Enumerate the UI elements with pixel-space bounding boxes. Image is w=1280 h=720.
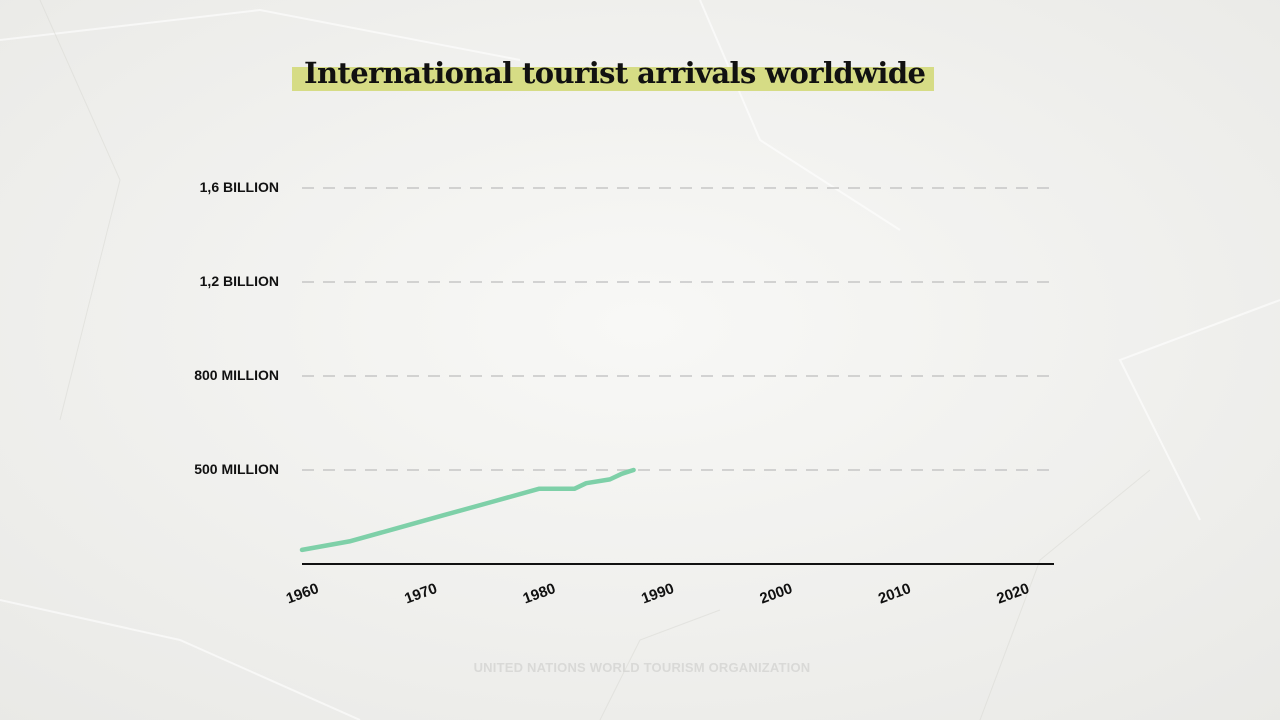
- chart-title: International tourist arrivals worldwide: [304, 56, 926, 90]
- y-tick-label-2: 1,2 BILLION: [200, 273, 279, 289]
- x-axis-labels: 1960 1970 1980 1990 2000 2010 2020: [284, 580, 1032, 607]
- y-tick-label-1: 800 MILLION: [194, 367, 279, 383]
- x-tick-label-2010: 2010: [876, 580, 913, 607]
- y-tick-label-3: 1,6 BILLION: [200, 179, 279, 195]
- y-axis-labels: 500 MILLION 800 MILLION 1,2 BILLION 1,6 BIL…: [194, 179, 279, 477]
- title-highlight: [292, 67, 934, 91]
- x-tick-label-2020: 2020: [994, 580, 1031, 607]
- x-tick-label-1960: 1960: [284, 580, 321, 607]
- x-tick-label-2000: 2000: [758, 580, 795, 607]
- x-tick-label-1970: 1970: [402, 580, 439, 607]
- y-tick-label-0: 500 MILLION: [194, 461, 279, 477]
- data-series: [299, 467, 636, 553]
- source-credit: UNITED NATIONS WORLD TOURISM ORGANIZATIO…: [473, 660, 811, 675]
- gridlines: [302, 187, 1054, 471]
- x-tick-label-1980: 1980: [521, 580, 558, 607]
- title-highlight-rect: [292, 67, 934, 91]
- x-tick-label-1990: 1990: [639, 580, 676, 607]
- series-line-0: [299, 467, 636, 553]
